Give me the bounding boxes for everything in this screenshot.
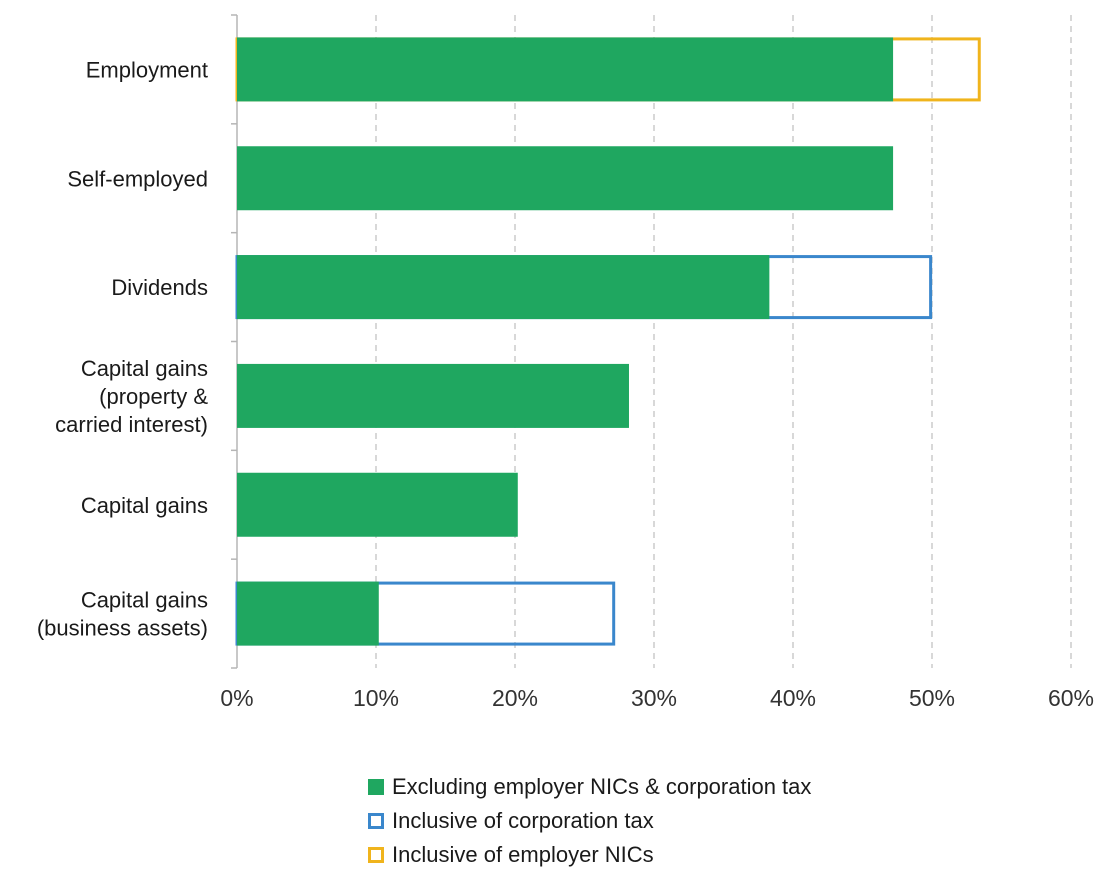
category-label-line: Capital gains [81, 493, 208, 518]
legend: Excluding employer NICs & corporation ta… [368, 770, 811, 872]
category-label-line: (property & [99, 384, 208, 409]
x-tick-label: 20% [492, 685, 538, 711]
y-axis [231, 14, 238, 669]
x-tick-label: 60% [1048, 685, 1094, 711]
legend-item-employer-nics: Inclusive of employer NICs [368, 838, 811, 872]
bars [235, 37, 981, 646]
category-label: Employment [86, 57, 208, 82]
legend-label-employer-nics: Inclusive of employer NICs [392, 842, 654, 867]
bar [237, 146, 894, 211]
x-tick-label: 0% [220, 685, 253, 711]
category-label-line: Dividends [111, 275, 208, 300]
x-tick-label: 10% [353, 685, 399, 711]
x-tick-label: 40% [770, 685, 816, 711]
bar [237, 37, 894, 102]
category-label: Capital gains (business assets) [37, 588, 208, 641]
category-label-line: (business assets) [37, 616, 208, 641]
category-label: Capital gains [81, 493, 208, 518]
bar [237, 472, 518, 537]
category-label-line: Self-employed [67, 166, 208, 191]
bar [237, 363, 629, 428]
category-label-line: Employment [86, 57, 208, 82]
legend-swatch-excluding [368, 779, 384, 795]
category-label: Capital gains (property & carried interest… [55, 356, 208, 437]
legend-item-excluding: Excluding employer NICs & corporation ta… [368, 770, 811, 804]
category-label-line: carried interest) [55, 412, 208, 437]
legend-item-corporation-tax: Inclusive of corporation tax [368, 804, 811, 838]
gridlines [375, 15, 1072, 668]
legend-label-corporation-tax: Inclusive of corporation tax [392, 808, 654, 833]
legend-swatch-employer-nics [368, 847, 384, 863]
x-tick-label: 30% [631, 685, 677, 711]
bar-chart: Employment Self-employed Dividends Capital … [37, 14, 1094, 711]
category-label-line: Capital gains [81, 588, 208, 613]
category-labels: Employment Self-employed Dividends Capital … [37, 57, 209, 640]
bar [237, 581, 379, 646]
x-tick-labels: 0% 10% 20% 30% 40% 50% 60% [220, 685, 1094, 711]
category-label: Dividends [111, 275, 208, 300]
category-label: Self-employed [67, 166, 208, 191]
bar [237, 255, 770, 320]
legend-swatch-corporation-tax [368, 813, 384, 829]
legend-label-excluding: Excluding employer NICs & corporation ta… [392, 774, 812, 799]
category-label-line: Capital gains [81, 356, 208, 381]
x-tick-label: 50% [909, 685, 955, 711]
